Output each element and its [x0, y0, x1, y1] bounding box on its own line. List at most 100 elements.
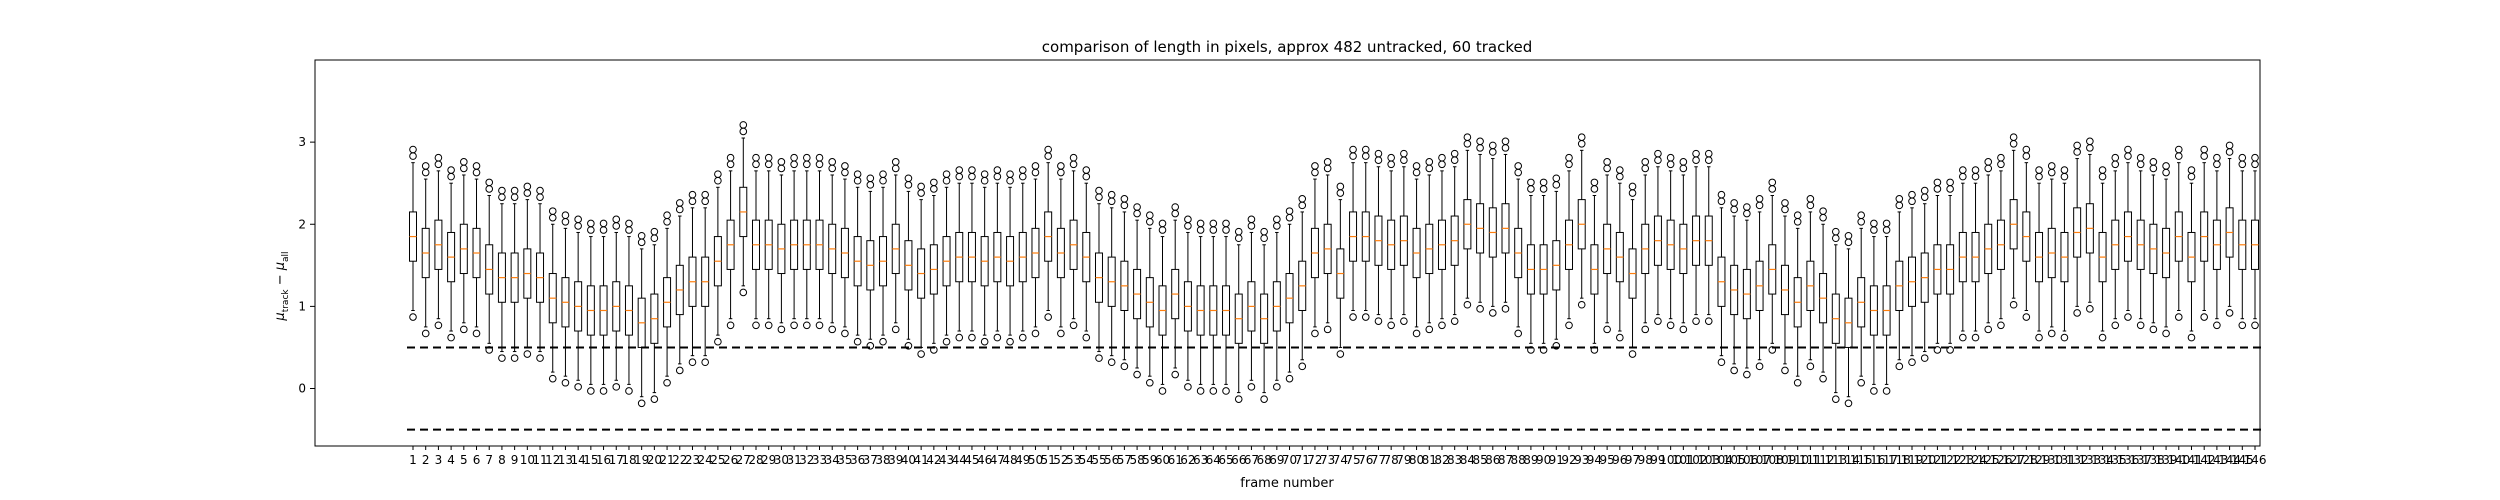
outlier-point [1501, 137, 1510, 146]
x-tick-label: 7 [485, 453, 493, 467]
outlier-point [2060, 333, 2069, 342]
outlier-point [803, 160, 811, 169]
outlier-point [612, 383, 621, 391]
outlier-point [701, 190, 709, 199]
outlier-point [1361, 145, 1370, 154]
outlier-point [1425, 158, 1434, 166]
outlier-point [2213, 321, 2221, 330]
outlier-point [803, 321, 811, 330]
outlier-point [1539, 185, 1548, 193]
outlier-point [447, 172, 455, 181]
x-tick-label: 101 [1672, 453, 1695, 467]
x-tick-label: 1 [409, 453, 417, 467]
outlier-point [1768, 178, 1777, 187]
outlier-point [561, 217, 570, 226]
outlier-point [510, 186, 519, 195]
x-tick-label: 48 [1002, 453, 1017, 467]
outlier-point [1158, 226, 1167, 234]
outlier-point [2187, 166, 2196, 174]
y-axis-label: μtrack − μall [273, 251, 291, 321]
x-tick-label: 18 [621, 453, 636, 467]
outlier-point [498, 354, 506, 362]
x-tick-label: 34 [825, 453, 840, 467]
outlier-point [2111, 160, 2120, 169]
outlier-point [1400, 156, 1408, 164]
outlier-point [1781, 199, 1789, 207]
outlier-point [663, 378, 671, 387]
outlier-point [2200, 152, 2208, 160]
outlier-point [510, 193, 519, 201]
outlier-point [904, 174, 913, 183]
x-tick-label: 87 [1498, 453, 1513, 467]
outlier-point [1260, 227, 1268, 236]
outlier-point [777, 325, 786, 334]
x-tick-label: 124 [1964, 453, 1987, 467]
outlier-point [1717, 190, 1726, 199]
outlier-point [2086, 137, 2094, 146]
outlier-point [2022, 313, 2031, 321]
outlier-point [1844, 238, 1853, 247]
x-tick-label: 17 [609, 453, 624, 467]
outlier-point [879, 337, 887, 346]
x-tick-label: 133 [2078, 453, 2101, 467]
outlier-point [1184, 383, 1192, 391]
outlier-point [2238, 153, 2247, 162]
outlier-point [1501, 144, 1510, 152]
outlier-point [2073, 309, 2081, 317]
outlier-point [1311, 168, 1319, 177]
x-tick-label: 56 [1104, 453, 1119, 467]
x-tick-label: 77 [1371, 453, 1386, 467]
outlier-point [1806, 362, 1815, 371]
outlier-point [1285, 213, 1294, 222]
outlier-point [2136, 153, 2145, 162]
x-tick-label: 13 [558, 453, 573, 467]
x-tick-label: 113 [1824, 453, 1847, 467]
x-tick-label: 70 [1282, 453, 1297, 467]
outlier-point [1006, 337, 1014, 346]
x-tick-label: 55 [1091, 453, 1106, 467]
outlier-point [1171, 209, 1180, 218]
outlier-point [1971, 166, 1980, 174]
outlier-point [2225, 309, 2234, 317]
x-tick-label: 126 [1989, 453, 2012, 467]
x-tick-label: 74 [1333, 453, 1348, 467]
outlier-point [1374, 156, 1383, 164]
x-tick-label: 138 [2142, 453, 2165, 467]
outlier-point [1870, 226, 1878, 234]
outlier-point [942, 176, 951, 185]
x-tick-label: 31 [786, 453, 801, 467]
outlier-point [1273, 215, 1281, 224]
outlier-point [1565, 321, 1573, 330]
x-tick-label: 33 [812, 453, 827, 467]
outlier-point [2022, 152, 2031, 160]
outlier-point [1158, 387, 1167, 395]
x-tick-label: 20 [647, 453, 662, 467]
outlier-point [866, 342, 875, 350]
outlier-point [2035, 166, 2043, 174]
outlier-point [2009, 139, 2018, 148]
x-tick-label: 117 [1875, 453, 1898, 467]
outlier-point [1654, 317, 1662, 325]
x-tick-label: 139 [2155, 453, 2178, 467]
outlier-point [1920, 354, 1929, 362]
x-tick-label: 23 [685, 453, 700, 467]
x-tick-label: 121 [1926, 453, 1949, 467]
outlier-point [1209, 387, 1218, 395]
outlier-point [1628, 182, 1637, 191]
outlier-point [1590, 178, 1599, 187]
outlier-point [1730, 205, 1738, 214]
x-tick-label: 78 [1384, 453, 1399, 467]
outlier-point [930, 346, 938, 354]
outlier-point [599, 387, 608, 395]
outlier-point [1095, 186, 1103, 195]
outlier-point [1006, 170, 1014, 178]
outlier-point [891, 325, 900, 334]
y-tick-label: 2 [298, 217, 306, 231]
outlier-point [663, 211, 671, 220]
outlier-point [548, 207, 557, 215]
x-tick-label: 76 [1358, 453, 1373, 467]
outlier-point [2111, 153, 2120, 162]
x-tick-label: 111 [1799, 453, 1822, 467]
x-tick-label: 54 [1079, 453, 1094, 467]
outlier-point [1743, 370, 1751, 379]
